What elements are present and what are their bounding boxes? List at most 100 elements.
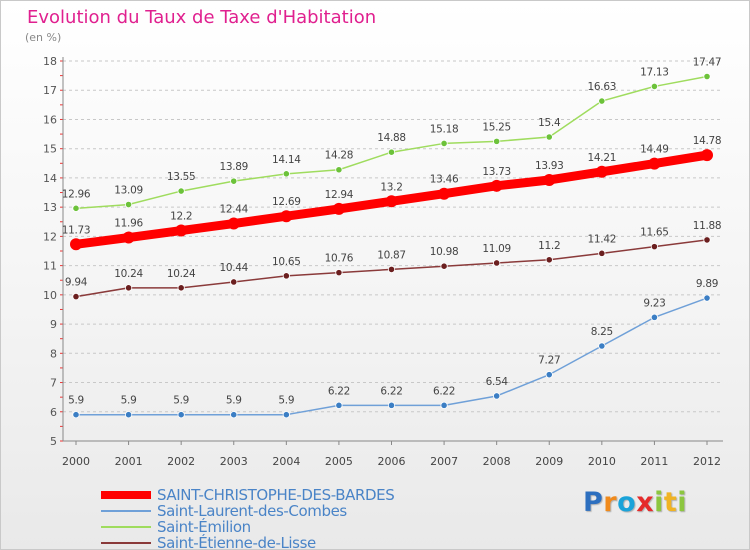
data-point <box>598 342 606 350</box>
data-label: 12.69 <box>272 196 301 208</box>
logo-letter: i <box>654 487 664 518</box>
data-label: 10.87 <box>377 249 406 261</box>
data-point <box>650 313 659 321</box>
logo-letter: t <box>663 487 678 518</box>
data-label: 13.89 <box>219 161 248 173</box>
data-point <box>650 82 659 91</box>
data-label: 13.46 <box>430 174 459 186</box>
data-label: 5.9 <box>173 395 189 407</box>
data-label: 11.09 <box>482 243 511 255</box>
series-lines <box>71 75 712 416</box>
data-point <box>124 284 133 292</box>
data-label: 13.09 <box>114 185 143 197</box>
y-tick-label: 15 <box>43 143 57 156</box>
x-tick-label: 2012 <box>693 455 721 468</box>
data-label: 15.4 <box>538 117 561 129</box>
y-tick-label: 16 <box>43 113 57 126</box>
y-tick-label: 8 <box>50 347 57 360</box>
y-axis-unit: (en %) <box>25 31 62 44</box>
y-tick-label: 6 <box>50 406 57 419</box>
data-label: 12.94 <box>325 189 354 201</box>
data-label: 11.2 <box>538 240 560 252</box>
grid <box>63 60 723 442</box>
data-label: 13.73 <box>482 166 511 178</box>
legend-swatch <box>101 491 151 499</box>
data-label: 13.93 <box>535 160 564 172</box>
data-label: 17.47 <box>693 56 722 68</box>
data-point <box>230 278 238 286</box>
data-point <box>335 166 343 174</box>
logo-letter: x <box>636 487 655 518</box>
y-tick-label: 13 <box>43 201 57 214</box>
data-label: 10.98 <box>430 246 459 258</box>
legend-item: Saint-Laurent-des-Combes <box>101 502 421 520</box>
data-point <box>438 187 451 200</box>
legend-swatch <box>101 526 151 528</box>
logo-letter: i <box>677 487 688 518</box>
data-label: 5.9 <box>278 395 294 407</box>
data-label: 17.13 <box>640 66 669 78</box>
legend-item: Saint-Étienne-de-Lisse <box>101 534 421 549</box>
data-point <box>230 411 238 419</box>
data-label: 9.94 <box>65 277 88 289</box>
y-tick-label: 9 <box>50 318 57 331</box>
data-label: 7.27 <box>538 355 560 367</box>
data-point <box>177 187 185 195</box>
data-point <box>175 224 188 237</box>
data-point <box>385 195 398 208</box>
data-point <box>387 148 396 156</box>
data-point <box>493 259 501 267</box>
y-tick-label: 12 <box>43 230 57 243</box>
x-tick-label: 2002 <box>167 455 195 468</box>
data-point <box>332 202 345 215</box>
y-tick-label: 11 <box>43 260 57 273</box>
data-label: 10.76 <box>325 253 354 265</box>
y-tick-label: 18 <box>43 55 57 68</box>
y-tick-label: 17 <box>43 84 57 97</box>
series-points <box>70 72 713 419</box>
data-labels: 5.9 5.9 5.9 5.9 5.9 6.22 6.22 6.22 6.54 7.27 8.25 9… <box>62 56 722 406</box>
y-tick-label: 5 <box>50 435 57 448</box>
data-label: 16.63 <box>588 81 617 93</box>
data-point <box>72 292 80 301</box>
data-point <box>493 137 501 145</box>
data-point <box>280 210 293 223</box>
data-label: 14.88 <box>377 132 406 144</box>
logo-letter: o <box>617 487 637 518</box>
data-point <box>177 411 185 419</box>
data-point <box>70 238 82 251</box>
data-label: 6.22 <box>380 385 402 397</box>
x-tick-label: 2004 <box>272 455 300 468</box>
data-label: 10.44 <box>219 262 248 274</box>
data-point <box>703 72 711 81</box>
y-tick-label: 7 <box>50 377 57 390</box>
data-point <box>598 97 606 105</box>
legend-label: SAINT-CHRISTOPHE-DES-BARDES <box>157 486 395 504</box>
legend-item: Saint-Émilion <box>101 518 421 536</box>
tick-labels: 5 6 7 8 9 10 11 12 13 14 15 16 17 18 2000 2001 2002 2003 2… <box>43 55 721 468</box>
chart-title: Evolution du Taux de Taxe d'Habitation <box>27 7 377 28</box>
data-label: 10.65 <box>272 256 301 268</box>
legend-label: Saint-Laurent-des-Combes <box>157 502 347 520</box>
logo-letter: r <box>603 487 618 518</box>
y-tick-label: 14 <box>43 172 57 185</box>
x-tick-label: 2010 <box>588 455 616 468</box>
data-label: 15.25 <box>482 121 511 133</box>
data-point <box>440 401 448 409</box>
data-label: 6.22 <box>433 385 455 397</box>
data-point <box>440 139 448 148</box>
legend-item: SAINT-CHRISTOPHE-DES-BARDES <box>101 486 421 504</box>
data-label: 13.55 <box>167 171 196 183</box>
data-point <box>595 165 608 178</box>
data-point <box>387 265 396 274</box>
data-label: 11.88 <box>693 220 722 232</box>
data-point <box>122 231 135 244</box>
data-point <box>490 179 503 192</box>
data-point <box>124 200 133 209</box>
data-point <box>282 272 290 280</box>
logo-letter: P <box>583 487 604 518</box>
data-point <box>545 256 553 264</box>
x-tick-label: 2001 <box>115 455 143 468</box>
